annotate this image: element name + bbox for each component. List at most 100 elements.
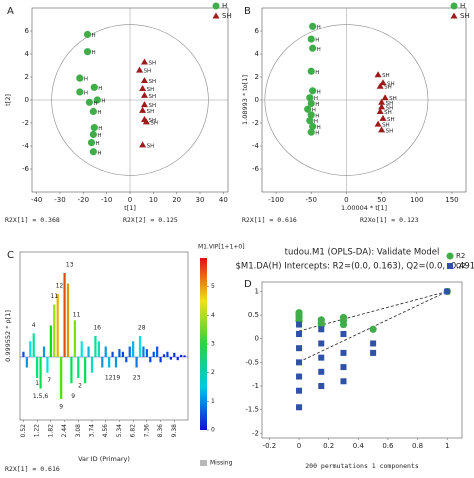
x-tick-label: -30	[54, 196, 65, 204]
point-label: SH	[148, 61, 156, 67]
x-tick-label: 30	[196, 196, 205, 204]
point-label: H	[98, 86, 102, 92]
point	[378, 98, 386, 105]
point	[318, 368, 325, 375]
point-label: SH	[148, 79, 156, 85]
point	[309, 22, 317, 30]
point-label: SH	[384, 85, 392, 91]
y-tick-label: -6	[22, 165, 30, 173]
point	[306, 94, 314, 102]
point	[296, 321, 303, 328]
x-tick-label: 50	[377, 196, 386, 204]
plot-frame	[261, 281, 463, 439]
x-axis-label: Var ID (Primary)	[78, 455, 130, 463]
point	[379, 114, 387, 121]
y-tick-label: -2	[252, 429, 259, 437]
peak-label: 11	[73, 312, 81, 319]
chart-subtitle: $M1.DA(H) Intercepts: R2=(0.0, 0.163), Q…	[235, 262, 474, 272]
point	[140, 76, 148, 83]
point	[307, 35, 315, 43]
peak-label: 4	[32, 322, 36, 329]
x-tick-label: 0.6	[382, 442, 394, 450]
point-label: SH	[148, 94, 156, 100]
colorbar-tick-label: 0	[211, 427, 215, 434]
point	[296, 373, 303, 380]
x-tick-label: 10	[149, 196, 158, 204]
y-tick-label: -2	[252, 119, 259, 127]
point	[136, 66, 144, 73]
panel-label: C	[7, 250, 14, 261]
peak-label: 1219	[105, 375, 120, 382]
x-axis-label: 1.00004 * t[1]	[341, 204, 387, 212]
point-label: H	[93, 101, 97, 107]
x-tick-label: 0.8	[412, 442, 423, 450]
y-tick-label: 1	[255, 287, 259, 295]
point	[374, 71, 382, 78]
x-tick-label: 0.4	[353, 442, 365, 450]
y-tick-label: 2	[255, 73, 259, 81]
y-tick-label: 0.5	[248, 311, 259, 319]
colorbar-tick-label: 4	[211, 312, 215, 319]
point-label: H	[92, 33, 96, 39]
footer-text: R2X[1] = 0.616	[5, 465, 60, 473]
point-label: H	[97, 110, 101, 116]
peak-label: 16	[93, 325, 101, 332]
peak-label: 9	[59, 403, 63, 410]
footer-text: R2X[1] = 0.368	[5, 216, 60, 224]
point-label: H	[101, 99, 105, 105]
legend-label: H	[460, 2, 465, 10]
point-label: SH	[387, 81, 395, 87]
point	[139, 141, 147, 148]
point	[340, 331, 347, 337]
x-tick-label: 6.82	[130, 424, 137, 438]
point	[307, 128, 315, 136]
x-tick-label: -50	[306, 196, 317, 204]
colorbar	[200, 258, 207, 430]
x-tick-label: 7.36	[143, 424, 150, 438]
footer-text: R2X[1] = 0.616	[242, 216, 297, 224]
point	[339, 320, 348, 329]
point	[370, 349, 377, 356]
point-label: H	[315, 102, 319, 108]
point-label: H	[315, 131, 319, 137]
point	[444, 288, 451, 295]
y-tick-label: -2	[22, 119, 29, 127]
point	[90, 124, 98, 132]
point	[307, 111, 315, 119]
x-tick-label: -20	[78, 196, 89, 204]
point	[318, 383, 325, 389]
point-label: H	[84, 90, 88, 96]
x-tick-label: 3.08	[75, 424, 82, 438]
x-tick-label: 4.56	[102, 424, 109, 438]
point-label: H	[312, 108, 316, 114]
legend-label: SH	[222, 12, 232, 20]
point	[142, 118, 150, 125]
y-tick-label: 0	[25, 96, 29, 104]
y-axis-label: 1.08993 * to[1]	[241, 75, 249, 125]
point-label: SH	[147, 143, 155, 149]
point	[89, 148, 97, 156]
point-label: H	[97, 133, 101, 139]
point	[309, 44, 317, 52]
x-tick-label: -100	[268, 196, 284, 204]
point	[309, 87, 317, 95]
point	[340, 349, 347, 356]
point-label: H	[97, 150, 101, 156]
point	[378, 103, 386, 110]
x-tick-label: 40	[219, 196, 228, 204]
y-tick-label: -4	[22, 142, 30, 150]
point-label: H	[317, 89, 321, 95]
point	[90, 83, 98, 91]
point	[306, 117, 314, 125]
peak-label: 11	[50, 293, 58, 300]
point	[381, 94, 389, 101]
x-tick-label: 3.74	[89, 424, 96, 438]
point	[374, 120, 382, 127]
colorbar-tick-label: 5	[211, 283, 215, 290]
point-label: H	[84, 77, 88, 83]
x-tick-label: 1.22	[34, 424, 41, 438]
x-tick-label: 8.36	[157, 424, 164, 438]
point-label: H	[96, 141, 100, 147]
x-tick-label: 1	[445, 442, 449, 450]
point	[369, 325, 377, 333]
